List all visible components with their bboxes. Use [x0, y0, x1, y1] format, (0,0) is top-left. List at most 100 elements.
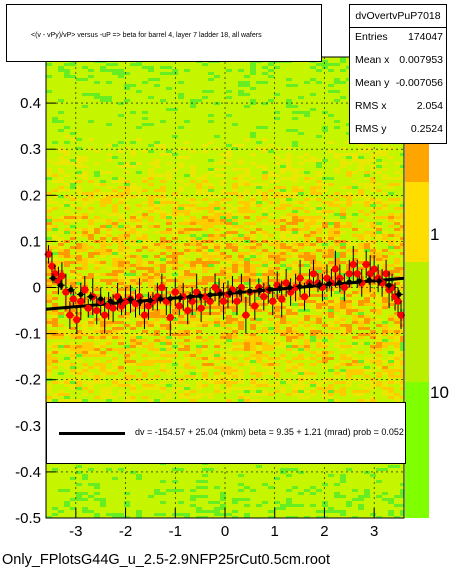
heatmap-cell: [298, 162, 304, 165]
heatmap-cell: [190, 375, 196, 378]
heatmap-cell: [118, 165, 124, 168]
heatmap-cell: [202, 192, 208, 195]
heatmap-cell: [226, 306, 232, 309]
heatmap-cell: [358, 360, 364, 363]
heatmap-cell: [340, 207, 346, 210]
heatmap-cell: [304, 345, 310, 348]
heatmap-cell: [148, 363, 154, 366]
heatmap-cell: [388, 375, 394, 378]
heatmap-cell: [358, 498, 364, 501]
heatmap-cell: [334, 219, 340, 222]
heatmap-cell: [298, 390, 304, 393]
heatmap-cell: [154, 333, 160, 336]
heatmap-cell: [382, 267, 388, 270]
stat-label: Entries: [355, 31, 388, 43]
heatmap-cell: [82, 249, 88, 252]
heatmap-cell: [112, 513, 118, 516]
heatmap-cell: [148, 345, 154, 348]
heatmap-cell: [322, 249, 328, 252]
heatmap-cell: [346, 198, 352, 201]
heatmap-cell: [112, 261, 118, 264]
heatmap-cell: [202, 324, 208, 327]
heatmap-cell: [232, 183, 238, 186]
heatmap-cell: [232, 306, 238, 309]
heatmap-cell: [148, 309, 154, 312]
heatmap-cell: [388, 327, 394, 330]
heatmap-cell: [202, 255, 208, 258]
heatmap-cell: [148, 285, 154, 288]
heatmap-cell: [136, 474, 142, 477]
heatmap-cell: [310, 333, 316, 336]
heatmap-cell: [106, 228, 112, 231]
heatmap-cell: [136, 162, 142, 165]
x-tick-label: 1: [271, 523, 279, 540]
heatmap-cell: [280, 168, 286, 171]
heatmap-cell: [196, 249, 202, 252]
heatmap-cell: [220, 258, 226, 261]
heatmap-cell: [220, 189, 226, 192]
stat-mean-y: Mean y -0.007056: [355, 73, 443, 93]
heatmap-cell: [250, 333, 256, 336]
data-point-black: [267, 286, 273, 292]
heatmap-cell: [364, 183, 370, 186]
heatmap-cell: [346, 201, 352, 204]
heatmap-cell: [76, 282, 82, 285]
heatmap-cell: [286, 360, 292, 363]
heatmap-cell: [220, 504, 226, 507]
heatmap-cell: [160, 189, 166, 192]
heatmap-cell: [76, 213, 82, 216]
heatmap-cell: [364, 471, 370, 474]
heatmap-cell: [178, 318, 184, 321]
heatmap-cell: [214, 273, 220, 276]
heatmap-cell: [52, 117, 58, 120]
heatmap-cell: [274, 312, 280, 315]
heatmap-cell: [196, 264, 202, 267]
heatmap-cell: [70, 231, 76, 234]
heatmap-cell: [130, 387, 136, 390]
heatmap-cell: [82, 159, 88, 162]
stat-mean-x: Mean x 0.007953: [355, 50, 443, 70]
heatmap-cell: [124, 252, 130, 255]
heatmap-cell: [328, 303, 334, 306]
heatmap-cell: [46, 345, 52, 348]
heatmap-cell: [370, 207, 376, 210]
heatmap-cell: [160, 348, 166, 351]
heatmap-cell: [58, 168, 64, 171]
stat-label: RMS y: [355, 123, 387, 135]
heatmap-cell: [352, 249, 358, 252]
heatmap-cell: [262, 381, 268, 384]
heatmap-cell: [262, 273, 268, 276]
heatmap-cell: [58, 399, 64, 402]
heatmap-cell: [262, 177, 268, 180]
heatmap-cell: [214, 195, 220, 198]
heatmap-cell: [130, 165, 136, 168]
heatmap-cell: [112, 189, 118, 192]
heatmap-cell: [64, 279, 70, 282]
heatmap-cell: [130, 339, 136, 342]
heatmap-cell: [100, 225, 106, 228]
heatmap-cell: [130, 195, 136, 198]
heatmap-cell: [178, 204, 184, 207]
heatmap-cell: [64, 303, 70, 306]
heatmap-cell: [76, 303, 82, 306]
heatmap-cell: [250, 210, 256, 213]
data-point-red: [282, 279, 290, 287]
heatmap-cell: [46, 336, 52, 339]
heatmap-cell: [160, 294, 166, 297]
y-tick-label: -0.5: [15, 510, 41, 527]
heatmap-cell: [346, 243, 352, 246]
heatmap-cell: [244, 342, 250, 345]
heatmap-cell: [220, 336, 226, 339]
heatmap-cell: [382, 387, 388, 390]
heatmap-cell: [208, 510, 214, 513]
heatmap-cell: [190, 150, 196, 153]
heatmap-cell: [220, 270, 226, 273]
data-point-red: [269, 297, 277, 305]
heatmap-cell: [76, 174, 82, 177]
heatmap-cell: [394, 465, 400, 468]
heatmap-cell: [82, 333, 88, 336]
heatmap-cell: [394, 207, 400, 210]
heatmap-cell: [322, 342, 328, 345]
heatmap-cell: [238, 489, 244, 492]
heatmap-cell: [382, 297, 388, 300]
